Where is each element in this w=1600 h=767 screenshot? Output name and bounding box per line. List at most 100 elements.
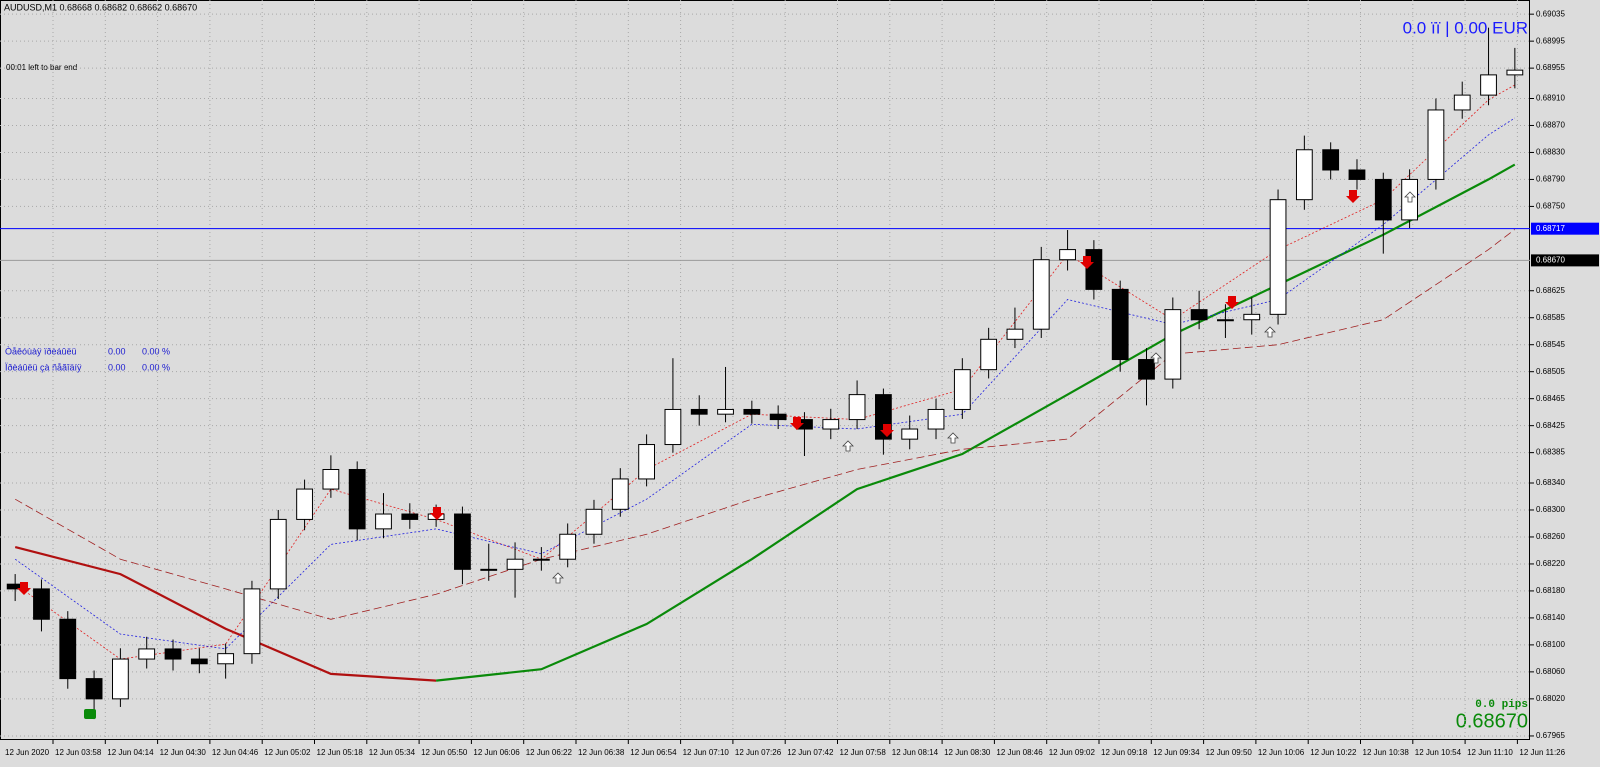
sell-arrow	[1346, 190, 1360, 203]
x-tick-label: 12 Jun 08:46	[996, 748, 1043, 757]
candle-body	[190, 658, 208, 665]
candle-body	[1138, 359, 1155, 380]
candle-body	[822, 419, 840, 430]
price-line-label-bg	[1531, 254, 1599, 267]
x-tick-label: 12 Jun 11:10	[1467, 748, 1513, 757]
candle-body	[611, 478, 629, 510]
price-line-label: 0.68717	[1536, 224, 1565, 233]
candle-body	[217, 653, 235, 665]
candle-body	[33, 588, 50, 620]
candle-body	[1427, 109, 1445, 180]
candle-body	[532, 558, 550, 561]
candle-body	[848, 394, 866, 421]
sell-arrow	[430, 507, 444, 520]
pips-display: 0.0 pips	[1475, 699, 1528, 711]
y-tick-label: 0.68545	[1536, 340, 1565, 349]
x-tick-label: 12 Jun 05:18	[317, 748, 364, 757]
candle-body	[769, 413, 787, 421]
candle-body	[1374, 178, 1392, 221]
chart-header: AUDUSD,M1 0.68668 0.68682 0.68662 0.6867…	[4, 2, 197, 12]
sell-arrow	[790, 417, 804, 430]
candle-body	[85, 678, 103, 700]
y-tick-label: 0.68955	[1536, 63, 1565, 72]
indicator-line	[15, 229, 1516, 620]
x-tick-label: 12 Jun 10:22	[1310, 748, 1357, 757]
candle-body	[1190, 309, 1208, 321]
y-tick-label: 0.67965	[1536, 731, 1565, 740]
candle-body	[1480, 74, 1497, 96]
x-tick-label: 12 Jun 05:02	[264, 748, 311, 757]
x-tick-label: 12 Jun 04:14	[107, 748, 154, 757]
candle-body	[559, 533, 577, 560]
profit-label: Òåêóùàÿ ïðèáûëü	[5, 346, 77, 356]
x-tick-label: 12 Jun 05:50	[421, 748, 468, 757]
y-tick-label: 0.68060	[1536, 667, 1565, 676]
y-tick-label: 0.68625	[1536, 286, 1565, 295]
candle-body	[1164, 309, 1182, 380]
x-tick-label: 12 Jun 04:30	[160, 748, 207, 757]
y-tick-label: 0.68750	[1536, 202, 1565, 211]
candle-body	[296, 488, 313, 520]
candle-body	[743, 408, 761, 415]
candle-body	[480, 568, 498, 571]
x-tick-label: 12 Jun 07:10	[683, 748, 730, 757]
y-tick-label: 0.68260	[1536, 532, 1565, 541]
indicator-line	[14, 546, 437, 682]
y-tick-label: 0.68140	[1536, 613, 1565, 622]
y-tick-label: 0.68340	[1536, 478, 1565, 487]
signals	[17, 190, 1416, 719]
candle-body	[454, 513, 471, 570]
plot-frame	[0, 0, 1530, 740]
account-info: 0.0 ïï | 0.00 EUR	[1403, 18, 1528, 37]
x-tick-label: 12 Jun 09:34	[1153, 748, 1200, 757]
x-tick-label: 12 Jun 2020	[5, 748, 50, 757]
candle-body	[1322, 149, 1340, 171]
y-tick-label: 0.68100	[1536, 640, 1565, 649]
x-tick-label: 12 Jun 04:46	[212, 748, 259, 757]
sell-arrow	[880, 424, 894, 437]
x-tick-label: 12 Jun 08:30	[944, 748, 991, 757]
buy-arrow	[1264, 326, 1276, 338]
profit-percent: 0.00 %	[142, 346, 170, 356]
sell-arrow	[17, 582, 31, 595]
x-tick-label: 12 Jun 10:38	[1363, 748, 1410, 757]
profit-table: Òåêóùàÿ ïðèáûëü 0.00 0.00 % Ïðèáûëü çà ñ…	[5, 346, 170, 372]
candle-body	[112, 658, 129, 700]
candle-body	[1059, 249, 1076, 261]
y-tick-label: 0.68220	[1536, 559, 1565, 568]
candle-body	[717, 408, 734, 415]
candle-body	[1006, 328, 1024, 340]
x-tick-label: 12 Jun 09:02	[1049, 748, 1096, 757]
candles	[6, 27, 1524, 720]
price-display: 0.68670	[1456, 710, 1528, 732]
buy-arrow	[1404, 191, 1416, 203]
y-tick-label: 0.68425	[1536, 421, 1565, 430]
x-tick-label: 12 Jun 10:54	[1415, 748, 1462, 757]
y-tick-label: 0.68385	[1536, 448, 1565, 457]
candle-body	[1269, 199, 1287, 315]
buy-arrow	[552, 572, 564, 584]
y-tick-label: 0.68870	[1536, 121, 1565, 130]
x-tick-label: 12 Jun 09:50	[1206, 748, 1253, 757]
candle-body	[980, 338, 998, 371]
price-line-label-bg	[1531, 222, 1599, 235]
candle-body	[1348, 169, 1366, 180]
x-tick-label: 12 Jun 07:58	[840, 748, 887, 757]
y-tick-label: 0.69035	[1536, 9, 1565, 18]
x-tick-label: 12 Jun 11:26	[1519, 748, 1565, 757]
x-tick-label: 12 Jun 06:54	[630, 748, 677, 757]
x-tick-label: 12 Jun 06:22	[526, 748, 573, 757]
candle-body	[348, 468, 366, 530]
indicator-line	[435, 163, 1516, 682]
candle-body	[401, 513, 419, 520]
x-tick-label: 12 Jun 06:38	[578, 748, 625, 757]
candle-body	[243, 588, 261, 655]
candle-body	[1085, 249, 1103, 290]
x-tick-label: 12 Jun 07:26	[735, 748, 782, 757]
plot-layers	[0, 0, 1530, 740]
candle-body	[1243, 313, 1261, 321]
candle-body	[690, 408, 708, 415]
bar-timer: 00:01 left to bar end	[6, 63, 77, 72]
